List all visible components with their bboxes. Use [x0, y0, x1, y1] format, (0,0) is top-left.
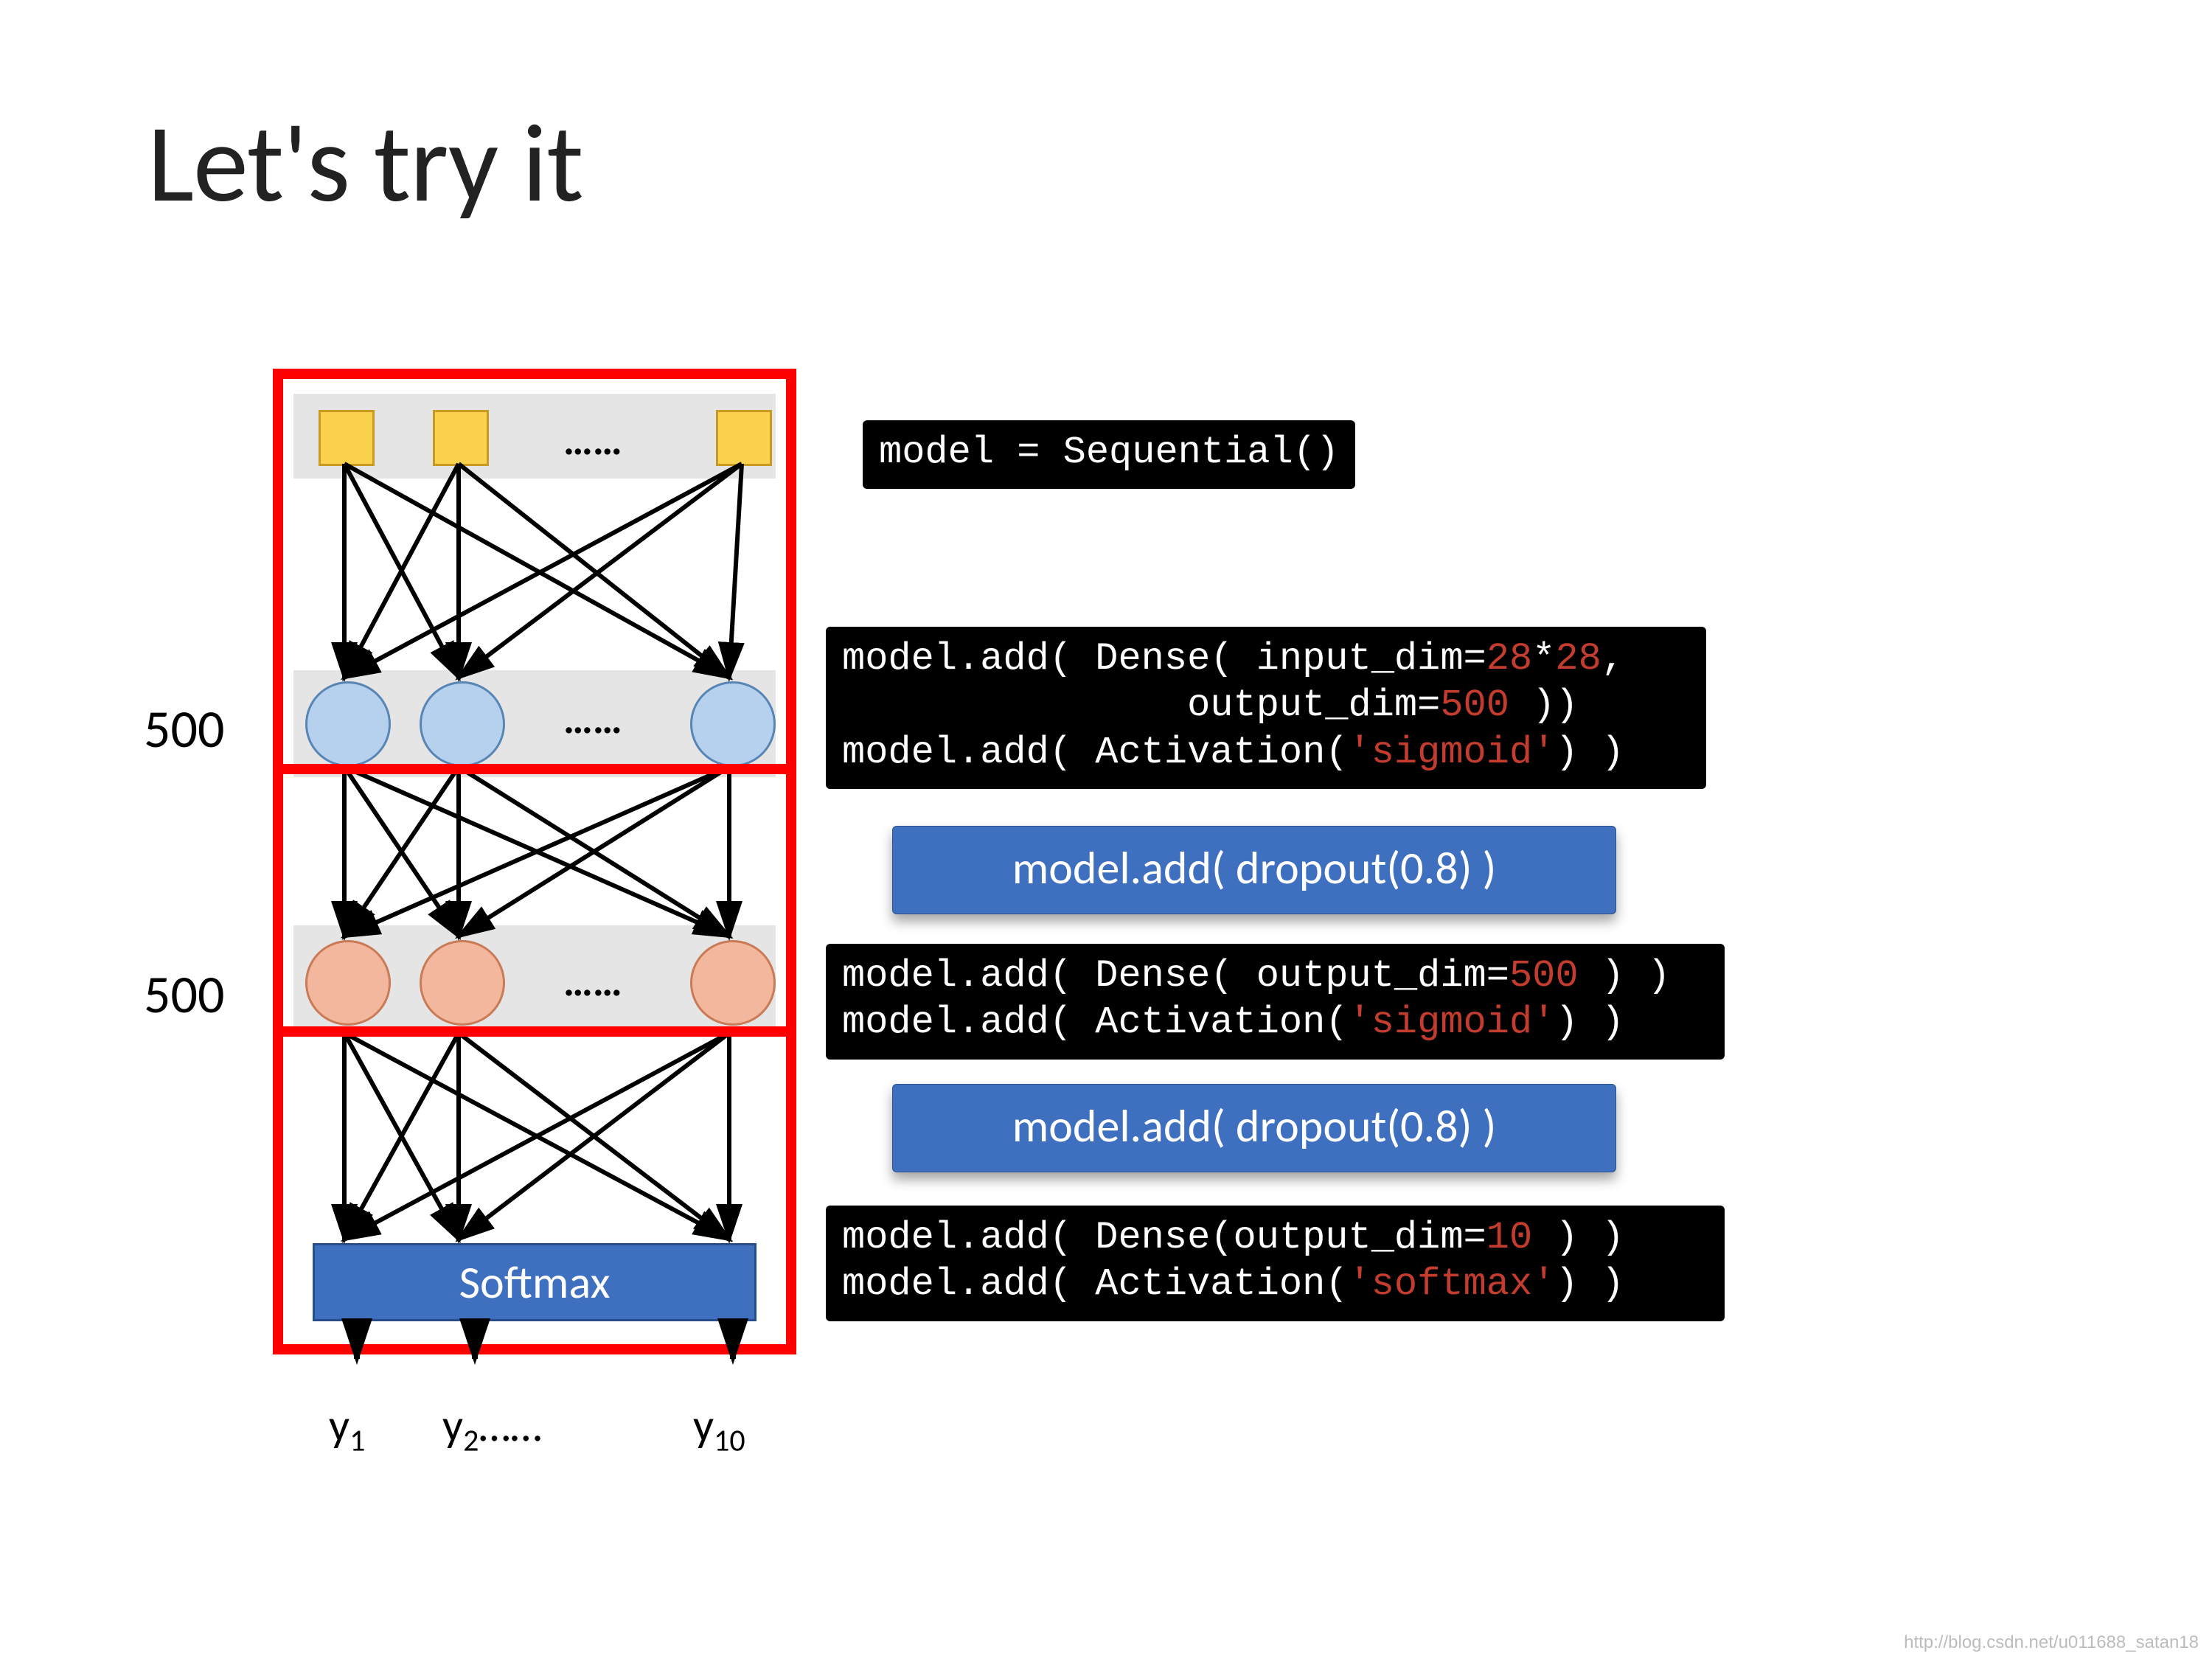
layer1-size-label: 500 — [144, 697, 224, 762]
edges-h1-h2 — [283, 774, 786, 1040]
input-sq-3 — [716, 410, 772, 466]
code-softmax: model.add( Dense(output_dim=10 ) ) model… — [826, 1206, 1725, 1321]
softmax-box: Softmax — [313, 1243, 757, 1321]
h1-node-2 — [420, 681, 505, 767]
y1-label: y1 — [329, 1397, 365, 1459]
output-arrows — [283, 1318, 786, 1370]
block-input-h1: …… …… — [273, 369, 796, 774]
input-dots: …… — [563, 416, 622, 466]
code-dense1: model.add( Dense( input_dim=28*28, outpu… — [826, 627, 1706, 789]
watermark: http://blog.csdn.net/u011688_satan18 — [1904, 1632, 2199, 1653]
edges-h2-softmax — [283, 1037, 786, 1251]
h1-node-3 — [690, 681, 776, 767]
block-softmax: Softmax — [273, 1026, 796, 1354]
input-sq-2 — [433, 410, 489, 466]
slide-title: Let's try it — [147, 96, 583, 231]
block-h2: …… — [273, 764, 796, 1037]
y2-label: y2…… — [442, 1397, 542, 1459]
code-dense2: model.add( Dense( output_dim=500 ) ) mod… — [826, 944, 1725, 1060]
callout-dropout-1: model.add( dropout(0.8) ) — [892, 826, 1616, 914]
y10-label: y10 — [693, 1397, 745, 1459]
input-sq-1 — [319, 410, 375, 466]
code-sequential: model = Sequential() — [863, 420, 1355, 489]
network-diagram: …… …… …… — [273, 369, 796, 1475]
h1-node-1 — [305, 681, 391, 767]
layer2-size-label: 500 — [144, 962, 224, 1027]
callout-dropout-2: model.add( dropout(0.8) ) — [892, 1084, 1616, 1172]
h1-dots: …… — [563, 695, 622, 745]
